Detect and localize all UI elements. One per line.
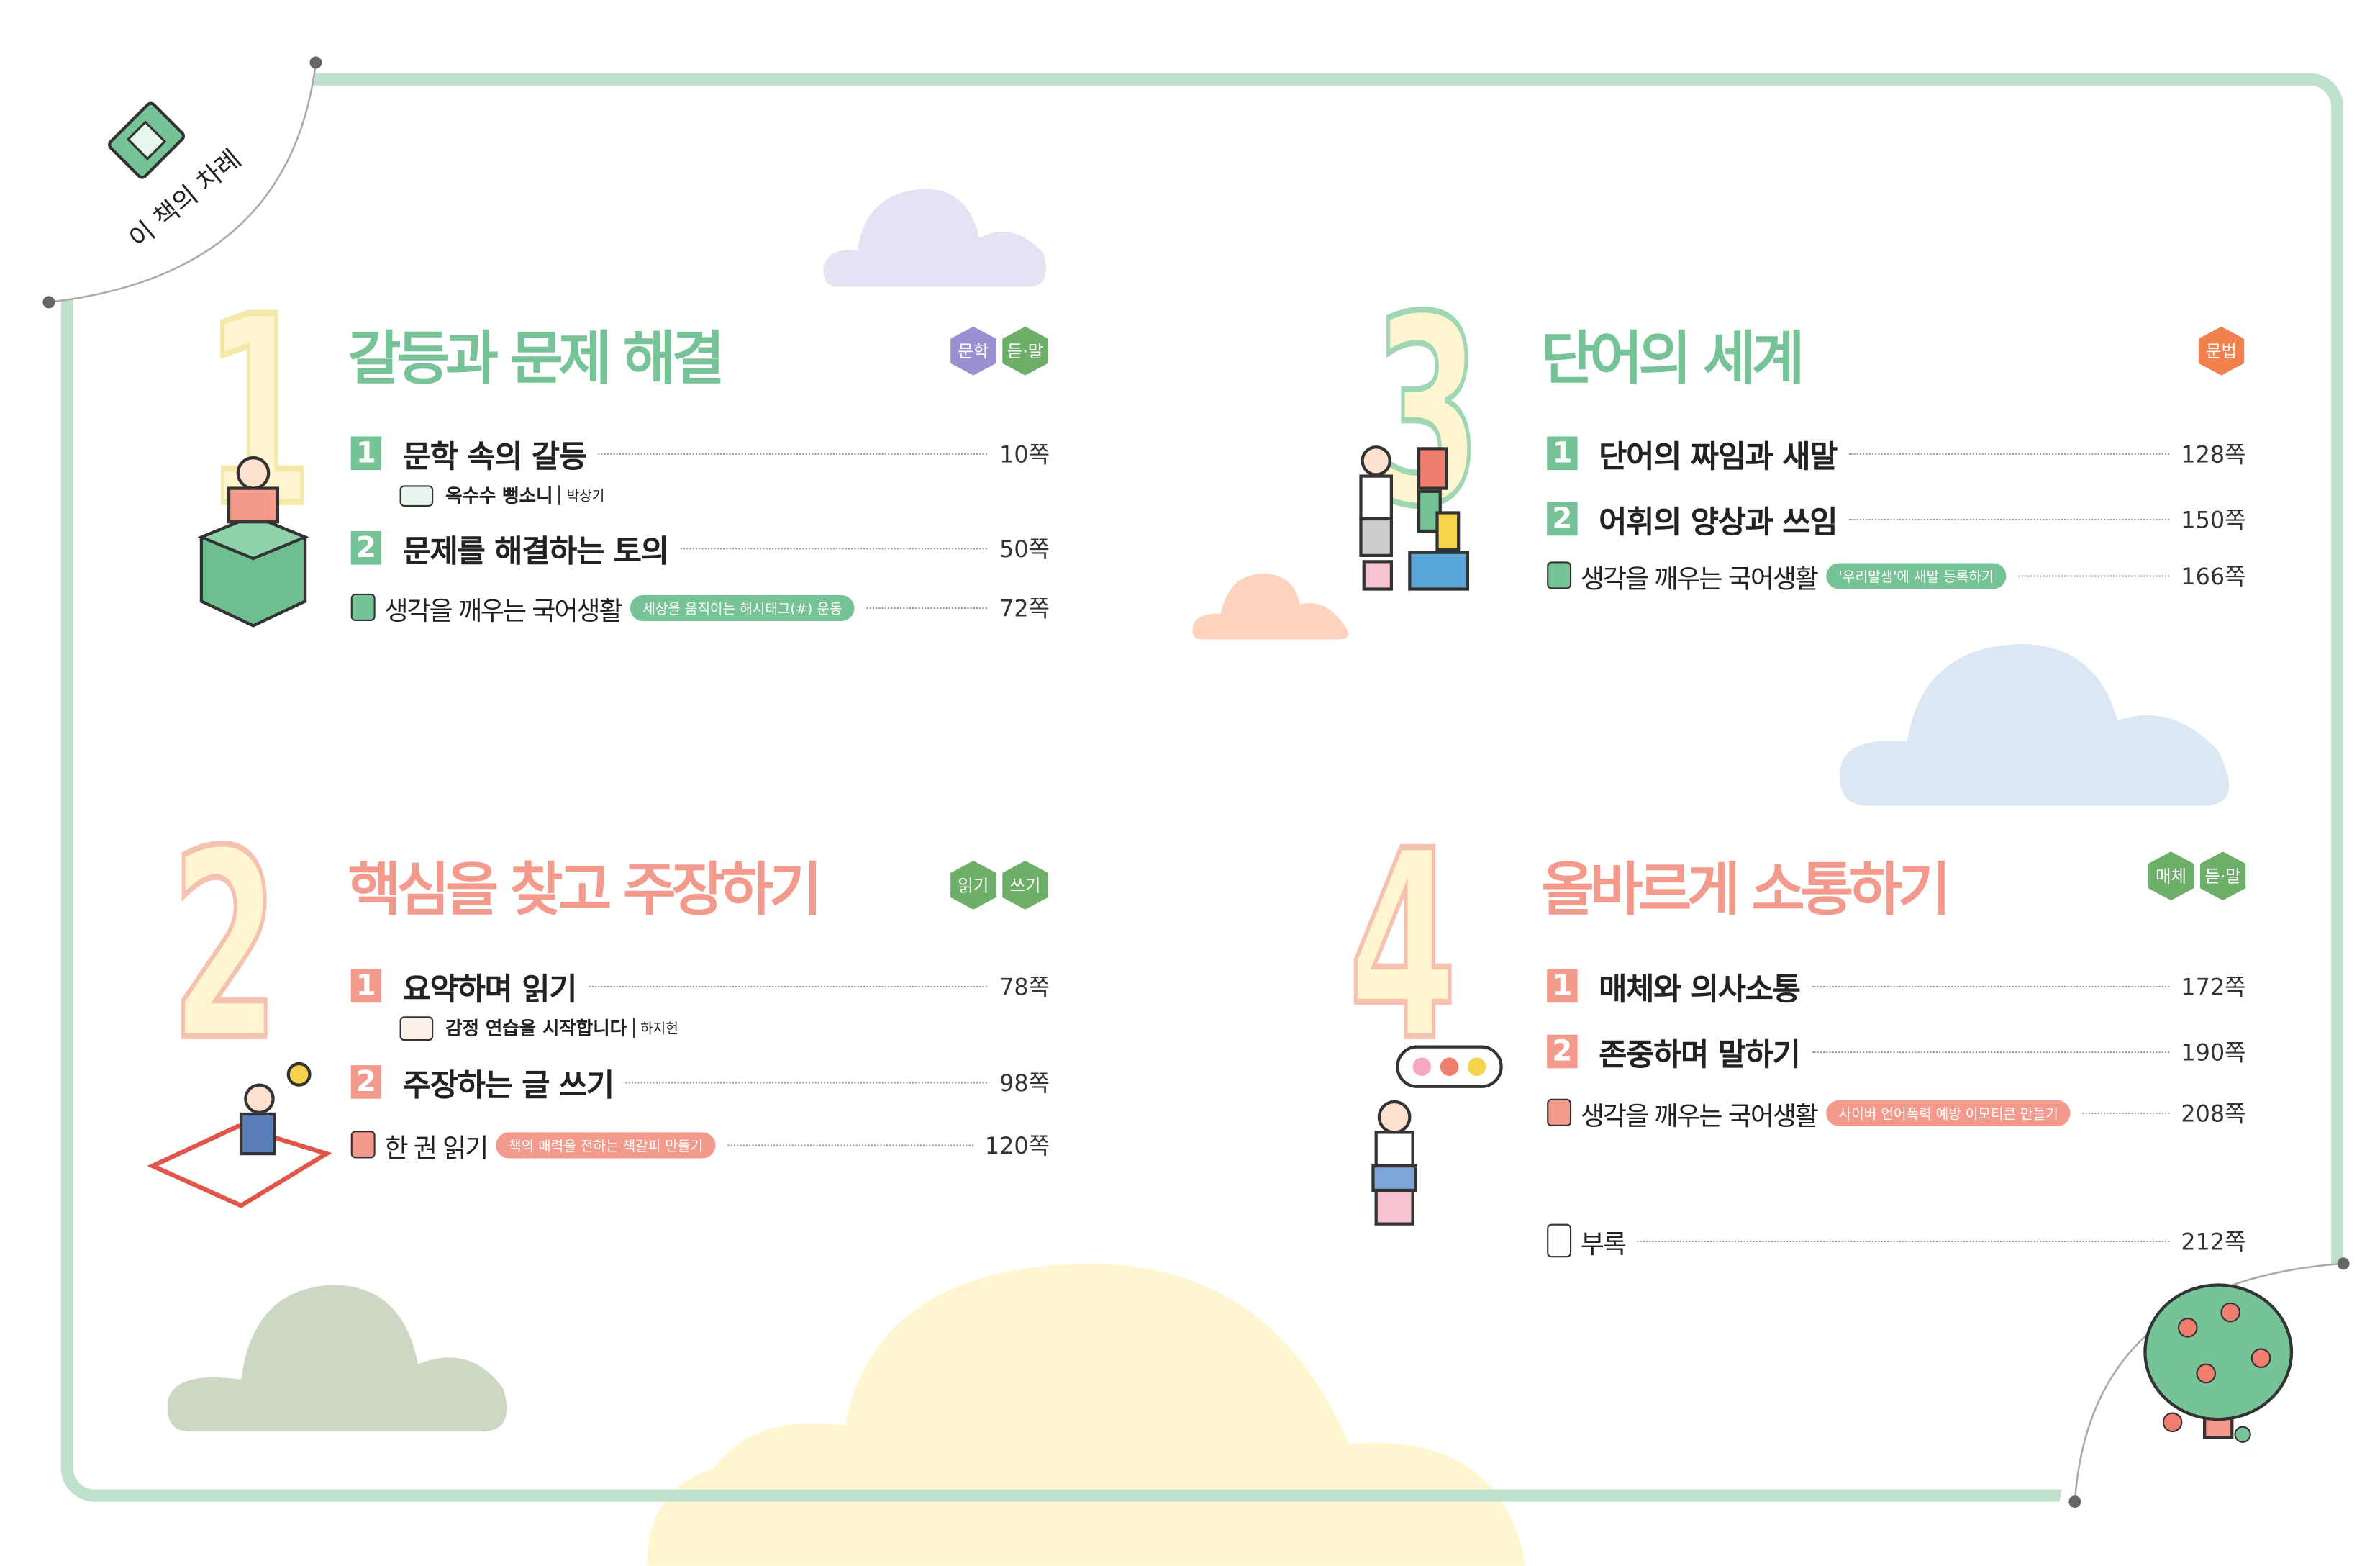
activity-pill: '우리말샘'에 새말 등록하기 xyxy=(1826,562,2007,589)
leader-dots xyxy=(598,452,988,454)
leader-dots xyxy=(589,985,988,987)
item-label: 어휘의 양상과 쓰임 xyxy=(1599,502,1838,540)
leader-dots xyxy=(1812,1050,2169,1053)
activity-pill: 세상을 움직이는 해시태그(#) 운동 xyxy=(630,594,855,620)
unit-title: 단어의 세계 xyxy=(1540,325,1805,392)
item-number: 2 xyxy=(350,1065,382,1099)
toc-item[interactable]: 2 주장하는 글 쓰기 98쪽 xyxy=(350,1062,1050,1103)
life-item[interactable]: 한 권 읽기 책의 매력을 전하는 책갈피 만들기 120쪽 xyxy=(350,1125,1050,1164)
unit-title: 핵심을 찾고 주장하기 xyxy=(348,856,822,923)
cloud-sage xyxy=(167,1285,507,1432)
item-page: 150쪽 xyxy=(2181,505,2246,534)
item-number: 1 xyxy=(1547,969,1578,1003)
item-number: 2 xyxy=(1547,1034,1578,1069)
leader-dots xyxy=(1812,985,2169,987)
item-page: 120쪽 xyxy=(984,1131,1050,1159)
lightbulb-icon xyxy=(350,1131,376,1159)
unit-number: 4 xyxy=(1347,796,1459,1099)
life-label: 생각을 깨우는 국어생활 xyxy=(384,596,622,627)
reading-title: 감정 연습을 시작합니다 xyxy=(445,1018,627,1040)
life-item[interactable]: 생각을 깨우는 국어생활 '우리말샘'에 새말 등록하기 166쪽 xyxy=(1547,556,2245,595)
item-number: 1 xyxy=(350,969,382,1003)
item-page: 208쪽 xyxy=(2181,1099,2246,1127)
item-page: 50쪽 xyxy=(999,535,1050,563)
item-label: 요약하며 읽기 xyxy=(402,969,578,1007)
cloud-peach xyxy=(1192,574,1348,640)
life-item[interactable]: 생각을 깨우는 국어생활 사이버 언어폭력 예방 이모티콘 만들기 208쪽 xyxy=(1547,1092,2245,1132)
magnifier-book-icon xyxy=(399,1015,434,1041)
appendix-label: 부록 xyxy=(1580,1229,1627,1260)
life-item[interactable]: 생각을 깨우는 국어생활 세상을 움직이는 해시태그(#) 운동 72쪽 xyxy=(350,587,1050,627)
unit-title: 갈등과 문제 해결 xyxy=(348,325,725,392)
lightbulb-icon xyxy=(1547,1098,1572,1126)
item-label: 주장하는 글 쓰기 xyxy=(402,1066,614,1103)
life-label: 생각을 깨우는 국어생활 xyxy=(1580,564,1819,594)
leader-dots xyxy=(1637,1239,2169,1242)
leader-dots xyxy=(2018,574,2169,576)
leader-dots xyxy=(727,1144,973,1146)
item-page: 128쪽 xyxy=(2181,440,2246,468)
item-label: 문제를 해결하는 토의 xyxy=(402,531,669,569)
lightbulb-icon xyxy=(1547,561,1572,589)
page-frame xyxy=(60,73,2344,1502)
item-label: 단어의 짜임과 새말 xyxy=(1599,437,1838,474)
leader-dots xyxy=(625,1081,988,1083)
lightbulb-icon xyxy=(350,593,376,622)
cloud-purple xyxy=(823,189,1046,287)
leader-dots xyxy=(680,547,988,549)
leader-dots xyxy=(1849,517,2169,520)
toc-item[interactable]: 1 요약하며 읽기 78쪽 xyxy=(350,966,1050,1007)
life-label: 생각을 깨우는 국어생활 xyxy=(1580,1100,1819,1132)
item-page: 10쪽 xyxy=(999,440,1050,468)
leader-dots xyxy=(1849,452,2169,454)
activity-pill: 책의 매력을 전하는 책갈피 만들기 xyxy=(496,1131,715,1158)
activity-pill: 사이버 언어폭력 예방 이모티콘 만들기 xyxy=(1826,1099,2071,1126)
item-number: 2 xyxy=(1547,502,1578,536)
item-page: 190쪽 xyxy=(2181,1038,2246,1067)
book-icon xyxy=(108,101,186,179)
item-label: 매체와 의사소통 xyxy=(1599,969,1800,1007)
reading-author: 박상기 xyxy=(558,485,604,505)
toc-item[interactable]: 1 매체와 의사소통 172쪽 xyxy=(1547,966,2246,1007)
corner-tree-area xyxy=(2059,1257,2380,1560)
item-number: 2 xyxy=(350,530,382,565)
item-number: 1 xyxy=(1547,436,1578,471)
reading-entry[interactable]: 옥수수 뻥소니 박상기 xyxy=(399,482,604,508)
corner-label-area xyxy=(0,0,322,309)
book-key-illustration xyxy=(147,1062,332,1208)
toc-item[interactable]: 2 존중하며 말하기 190쪽 xyxy=(1547,1031,2246,1072)
item-page: 72쪽 xyxy=(999,594,1050,623)
unit-number: 2 xyxy=(169,796,281,1099)
item-page: 98쪽 xyxy=(999,1069,1050,1097)
toc-item[interactable]: 1 문학 속의 갈등 10쪽 xyxy=(350,433,1050,474)
reading-author: 하지현 xyxy=(632,1018,678,1038)
unit-title: 올바르게 소통하기 xyxy=(1540,856,1951,923)
item-page: 172쪽 xyxy=(2181,972,2246,1000)
open-book-icon xyxy=(399,484,434,506)
reading-entry[interactable]: 감정 연습을 시작합니다 하지현 xyxy=(399,1015,678,1041)
notepad-icon xyxy=(1547,1223,1572,1258)
appendix-page: 212쪽 xyxy=(2181,1227,2246,1256)
toc-item[interactable]: 1 단어의 짜임과 새말 128쪽 xyxy=(1547,433,2246,474)
tree-icon xyxy=(2143,1283,2294,1443)
appendix-item[interactable]: 부록 212쪽 xyxy=(1547,1221,2245,1260)
life-label: 한 권 읽기 xyxy=(384,1133,489,1164)
item-label: 존중하며 말하기 xyxy=(1599,1035,1800,1072)
item-label: 문학 속의 갈등 xyxy=(402,437,587,474)
reading-title: 옥수수 뻥소니 xyxy=(445,485,553,507)
leader-dots xyxy=(2082,1111,2169,1113)
leader-dots xyxy=(866,606,988,609)
item-page: 78쪽 xyxy=(999,972,1050,1000)
item-page: 166쪽 xyxy=(2181,562,2246,590)
cloud-blue xyxy=(1839,643,2230,806)
block-stacking-illustration xyxy=(1359,445,1470,591)
phone-girl-illustration xyxy=(1371,1045,1503,1226)
toc-item[interactable]: 2 어휘의 양상과 쓰임 150쪽 xyxy=(1547,499,2246,540)
item-number: 1 xyxy=(350,436,382,471)
toc-item[interactable]: 2 문제를 해결하는 토의 50쪽 xyxy=(350,528,1050,569)
reading-boy-illustration xyxy=(197,456,309,628)
